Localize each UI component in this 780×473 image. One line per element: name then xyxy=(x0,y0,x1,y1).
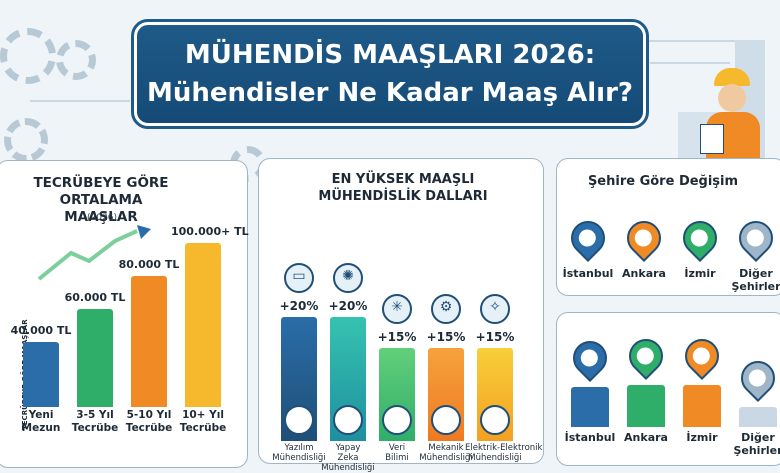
gear-decoration-icon xyxy=(0,28,56,84)
city-label: İzmir xyxy=(686,431,718,444)
circuit-line xyxy=(640,40,740,42)
experience-chart-title: TECRÜBEYE GÖRE ORTALAMA MAAŞLAR xyxy=(33,175,169,225)
map-icon-inner xyxy=(636,347,654,365)
brain-icon: ✺ xyxy=(333,263,363,293)
city-change-panel: Şehire Göre Değişim İstanbul Ankara İzmir D… xyxy=(556,158,780,296)
experience-value-label: 40.000 TL xyxy=(10,323,72,337)
gear-icon xyxy=(431,405,461,435)
experience-salary-panel: TECRÜBEYE GÖRE ORTALAMA MAAŞLAR (2026) T… xyxy=(0,160,249,468)
brain-icon-glyph: ✺ xyxy=(342,268,354,284)
skyscraper-icon-inner xyxy=(580,349,598,367)
worker-icon-inner xyxy=(634,229,652,247)
experience-category-label: 5-10 Yıl Tecrübe xyxy=(125,409,173,434)
circuit-line xyxy=(650,62,730,64)
city-label: Diğer Şehirler xyxy=(731,267,780,293)
page-subtitle: Mühendisler Ne Kadar Maaş Alır? xyxy=(147,78,633,108)
branch-category-label: Elektrik-Elektronik Mühendisliği xyxy=(465,443,543,463)
lightbulb-icon: ✧ xyxy=(480,294,510,324)
branch-value-label: +20% xyxy=(328,299,368,313)
city-label: Ankara xyxy=(624,431,668,444)
gear-decoration-icon xyxy=(56,40,96,80)
experience-chart-subtitle: (2026) xyxy=(87,213,117,223)
city-label: İzmir xyxy=(684,267,716,280)
building-icon-inner xyxy=(578,229,596,247)
branch-value-label: +20% xyxy=(279,299,319,313)
monitor-icon-glyph: ▭ xyxy=(292,268,306,284)
experience-category-label: 3-5 Yıl Tecrübe xyxy=(71,409,119,434)
trend-arrow-decoration xyxy=(37,223,155,283)
engineer-illustration xyxy=(700,68,766,164)
gear-icon-glyph: ⚙ xyxy=(439,299,453,315)
location-icon-inner xyxy=(692,347,710,365)
circuit-line xyxy=(30,100,130,102)
map-icon xyxy=(621,331,671,381)
monitor-icon: ▭ xyxy=(284,263,314,293)
city-bar xyxy=(683,385,721,427)
experience-value-label: 60.000 TL xyxy=(64,290,126,304)
experience-category-label: 10+ Yıl Tecrübe xyxy=(179,409,227,434)
branch-value-label: +15% xyxy=(475,330,515,344)
location-icon xyxy=(677,331,727,381)
brain-icon xyxy=(333,405,363,435)
page-title: MÜHENDİS MAAŞLARI 2026: xyxy=(184,40,596,70)
branch-category-label: Veri Bilimi xyxy=(385,443,409,463)
experience-bar xyxy=(77,308,113,407)
city-icon-inner xyxy=(748,369,766,387)
city-comparison-panel: İstanbul Ankara İzmir Diğer Şehirler xyxy=(556,312,780,466)
branch-category-label: Yapay Zeka Mühendisliği xyxy=(321,443,375,473)
city-icon-inner xyxy=(746,229,764,247)
network-icon xyxy=(382,405,412,435)
city-label: Ankara xyxy=(622,267,666,280)
gear-icon: ⚙ xyxy=(431,294,461,324)
gear-decoration-icon xyxy=(4,118,48,162)
city-bar xyxy=(739,407,777,427)
city-bar xyxy=(571,387,609,427)
location-icon-inner xyxy=(690,229,708,247)
monitor-icon xyxy=(284,405,314,435)
city-bar xyxy=(627,385,665,427)
experience-bar xyxy=(131,276,167,407)
hard-hat-icon xyxy=(714,68,750,86)
clipboard-icon xyxy=(700,124,724,154)
network-icon-glyph: ✳ xyxy=(391,299,403,315)
branch-category-label: Yazılım Mühendisliği xyxy=(272,443,326,463)
experience-value-label: 100.000+ TL xyxy=(171,225,249,239)
experience-bar xyxy=(23,341,59,407)
experience-category-label: Yeni Mezun xyxy=(21,409,61,434)
branches-chart-title: EN YÜKSEK MAAŞLI MÜHENDİSLİK DALLARI xyxy=(318,172,488,204)
city-label: İstanbul xyxy=(564,431,616,444)
branch-value-label: +15% xyxy=(377,330,417,344)
face-shape xyxy=(718,84,746,112)
skyscraper-icon xyxy=(565,333,615,383)
network-icon: ✳ xyxy=(382,294,412,324)
lightbulb-icon-glyph: ✧ xyxy=(489,299,501,315)
city-label: Diğer Şehirler xyxy=(733,431,780,457)
branch-value-label: +15% xyxy=(426,330,466,344)
building-icon xyxy=(563,213,613,263)
branch-category-label: Mekanik Mühendisliği xyxy=(419,443,473,463)
title-banner: MÜHENDİS MAAŞLARI 2026: Mühendisler Ne K… xyxy=(131,19,649,129)
city-icon xyxy=(733,353,780,403)
city-label: İstanbul xyxy=(562,267,614,280)
city-chart-title: Şehire Göre Değişim xyxy=(587,174,739,189)
engineering-branches-panel: EN YÜKSEK MAAŞLI MÜHENDİSLİK DALLARI +20… xyxy=(258,158,544,473)
lightbulb-icon xyxy=(480,405,510,435)
city-icon xyxy=(731,213,780,263)
worker-icon xyxy=(619,213,669,263)
experience-value-label: 80.000 TL xyxy=(118,258,180,272)
experience-bar xyxy=(185,243,221,407)
location-icon xyxy=(675,213,725,263)
